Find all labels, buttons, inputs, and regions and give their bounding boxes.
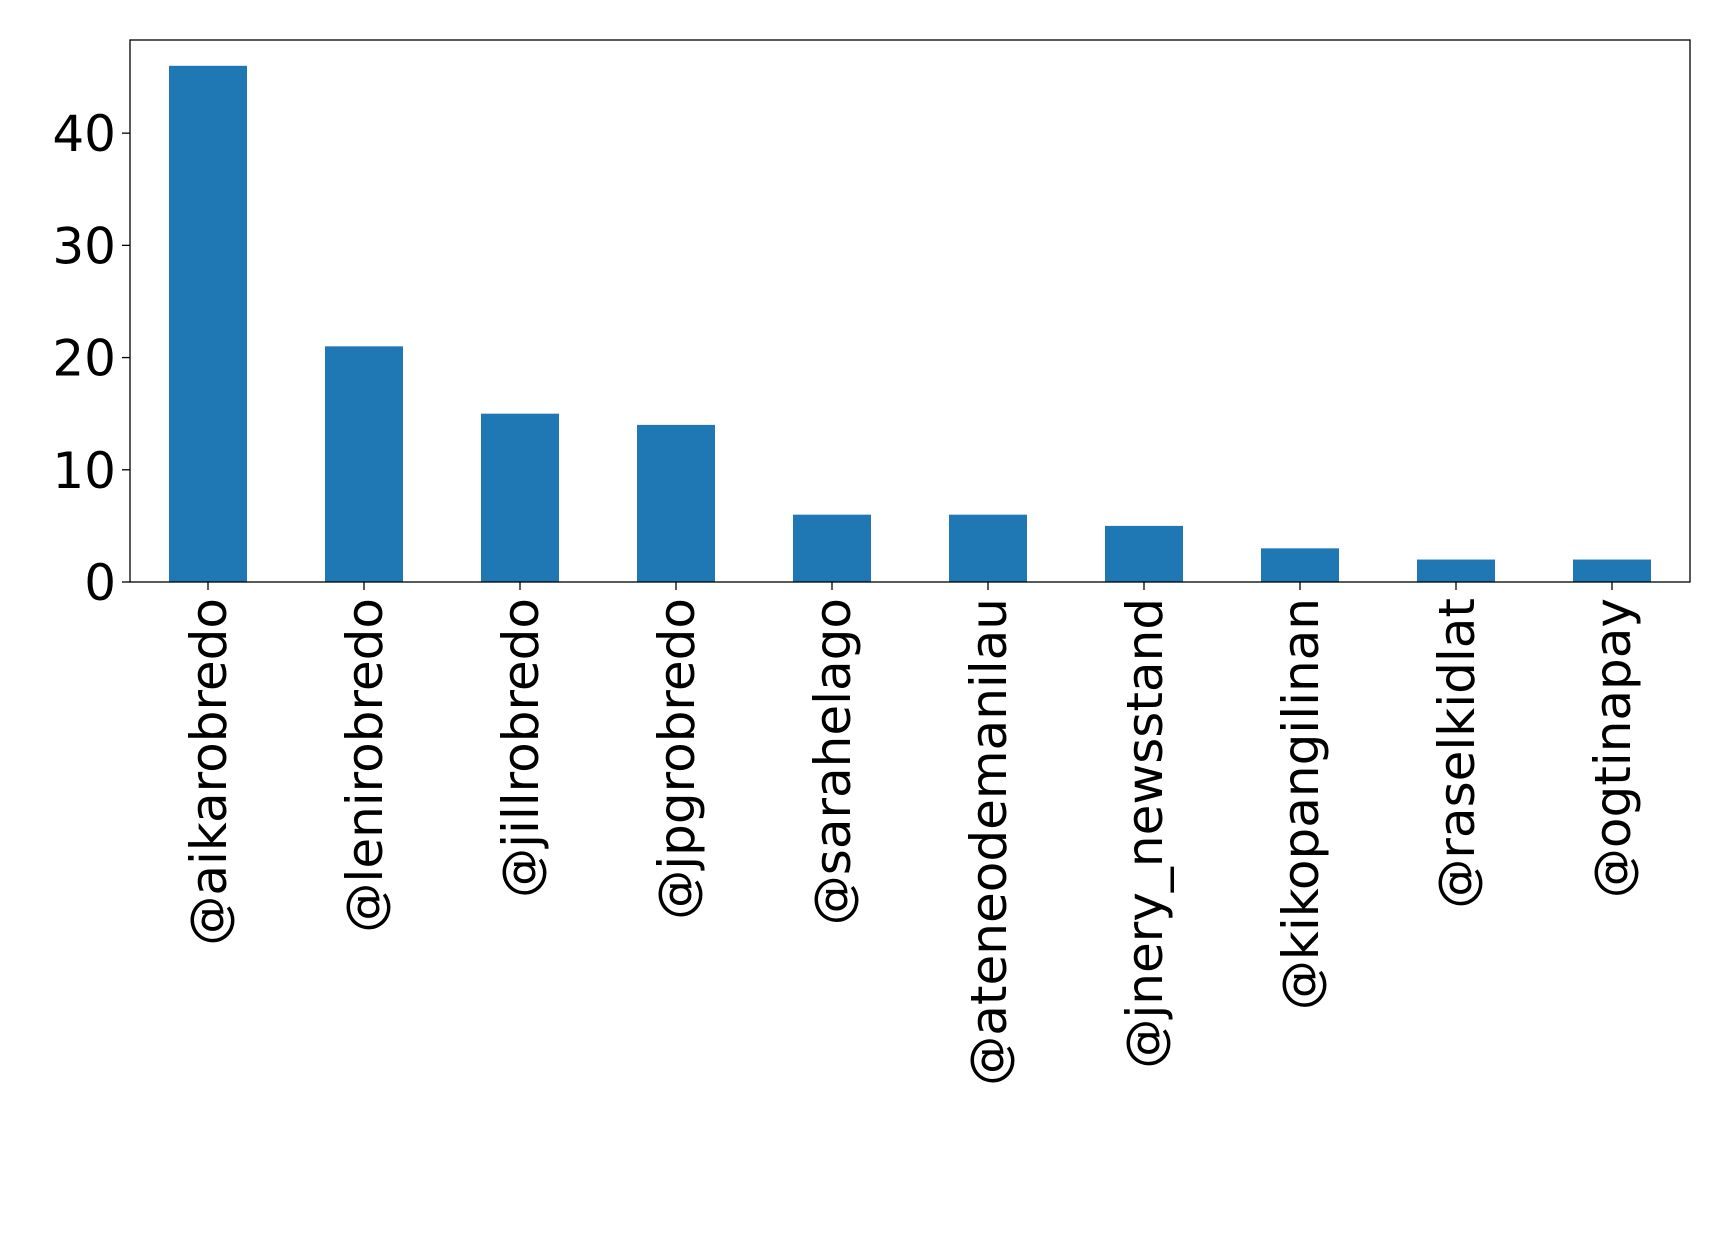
y-tick-label: 10 (52, 442, 116, 500)
bar-jnery_newsstand (1105, 525, 1183, 582)
bar-sarahelago (793, 514, 871, 582)
bar-lenirobredo (325, 346, 403, 582)
bar-aikarobredo (169, 65, 247, 583)
bar-ateneodemanilau (949, 514, 1027, 582)
x-tick-label: @ogtinapay (1584, 598, 1642, 898)
bar-ogtinapay (1573, 559, 1651, 582)
x-tick-label: @jpgrobredo (648, 598, 706, 920)
x-tick-label: @jillrobredo (492, 598, 550, 898)
y-tick-label: 40 (52, 105, 116, 163)
x-tick-label: @aikarobredo (180, 598, 238, 946)
bar-kikopangilinan (1261, 548, 1339, 582)
bar-jpgrobredo (637, 424, 715, 582)
x-tick-label: @sarahelago (804, 598, 862, 925)
y-tick-label: 20 (52, 330, 116, 388)
y-tick-label: 0 (84, 554, 116, 612)
bar-jillrobredo (481, 413, 559, 582)
x-tick-label: @jnery_newsstand (1116, 598, 1174, 1069)
bars-group (169, 65, 1651, 583)
plot-frame (129, 39, 1691, 583)
x-tick-label: @lenirobredo (336, 598, 394, 933)
x-tick-label: @ateneodemanilau (960, 598, 1018, 1086)
y-axis: 0 10 20 30 40 (52, 105, 130, 612)
bar-raselkidlat (1417, 559, 1495, 582)
y-tick-label: 30 (52, 217, 116, 275)
x-tick-label: @raselkidlat (1428, 598, 1486, 909)
x-axis: @aikarobredo @lenirobredo @jillrobredo @jpg… (180, 582, 1642, 1086)
x-tick-label: @kikopangilinan (1272, 598, 1330, 1010)
